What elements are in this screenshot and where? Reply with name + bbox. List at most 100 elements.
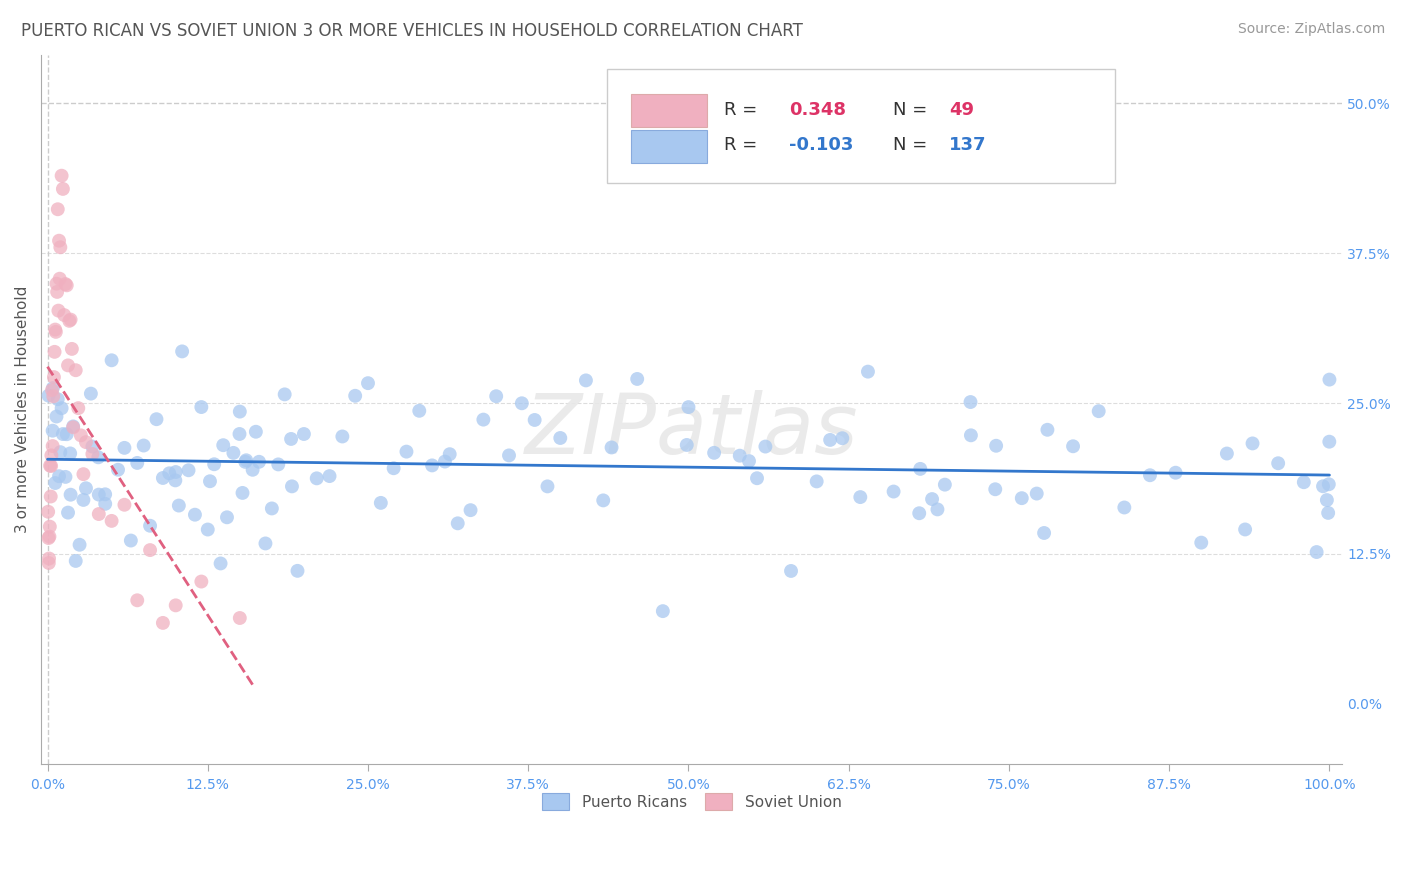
Text: ZIPatlas: ZIPatlas [524,390,859,471]
Point [728,449,751,463]
Point [984,482,1007,496]
Point [48,271,70,285]
Point [959,395,981,409]
Point [165,465,187,479]
Point [39,458,62,473]
Point [626,372,648,386]
Point [934,477,956,491]
Point [229,404,252,418]
Point [1234,523,1257,537]
Point [82,447,104,461]
Text: N =: N = [893,101,934,119]
Point [67,401,90,416]
Point [1305,545,1327,559]
Point [498,449,520,463]
Point [548,431,571,445]
Point [87,487,110,501]
Point [433,454,456,468]
Point [883,484,905,499]
Point [460,503,482,517]
Text: PUERTO RICAN VS SOVIET UNION 3 OR MORE VEHICLES IN HOUSEHOLD CORRELATION CHART: PUERTO RICAN VS SOVIET UNION 3 OR MORE V… [21,22,803,40]
Point [38,531,60,545]
Point [48,234,70,248]
Point [1312,479,1334,493]
Text: 0.348: 0.348 [789,101,846,119]
Point [42,370,65,384]
Y-axis label: 3 or more Vehicles in Household: 3 or more Vehicles in Household [15,285,30,533]
Point [46,392,69,407]
Point [472,412,495,426]
Point [94,487,117,501]
Point [231,486,253,500]
Point [831,431,853,445]
Point [100,353,122,368]
Point [1087,404,1109,418]
Point [927,502,949,516]
Point [60,342,83,356]
Point [75,481,97,495]
FancyBboxPatch shape [630,129,707,163]
Point [780,564,803,578]
Point [1317,477,1340,491]
Point [59,488,82,502]
Point [55,470,77,484]
Point [235,453,257,467]
Point [332,429,354,443]
Point [72,467,94,482]
Point [139,543,162,558]
Point [39,490,62,504]
Point [41,383,63,397]
Point [53,308,76,322]
Point [87,450,110,465]
Point [745,471,768,485]
Point [59,312,82,326]
Point [1317,506,1340,520]
Point [59,446,82,460]
Point [107,463,129,477]
Point [818,433,841,447]
Point [62,420,84,434]
Point [1011,491,1033,505]
Point [72,492,94,507]
Point [87,507,110,521]
Point [157,467,180,481]
Point [139,518,162,533]
Point [318,469,340,483]
Point [41,449,63,463]
Point [1189,535,1212,549]
Point [167,499,190,513]
Point [1292,475,1315,490]
Point [56,359,79,373]
FancyBboxPatch shape [607,70,1115,183]
Point [523,413,546,427]
Point [45,409,67,424]
Point [70,428,93,442]
Point [44,475,66,490]
Point [38,551,60,566]
Point [447,516,470,531]
Point [510,396,533,410]
Point [48,303,70,318]
Point [184,508,207,522]
Point [48,469,70,483]
Point [190,574,212,589]
Point [908,506,931,520]
Text: N =: N = [893,136,934,154]
Point [44,344,66,359]
Point [254,536,277,550]
Point [52,427,75,442]
Point [152,615,174,630]
Point [38,519,60,533]
Point [209,557,232,571]
Point [75,435,97,450]
Point [806,475,828,489]
Point [287,564,309,578]
Point [408,404,430,418]
Point [305,471,328,485]
Point [280,432,302,446]
Point [675,438,697,452]
Point [229,611,252,625]
Point [242,463,264,477]
Point [41,424,63,438]
Point [357,376,380,391]
